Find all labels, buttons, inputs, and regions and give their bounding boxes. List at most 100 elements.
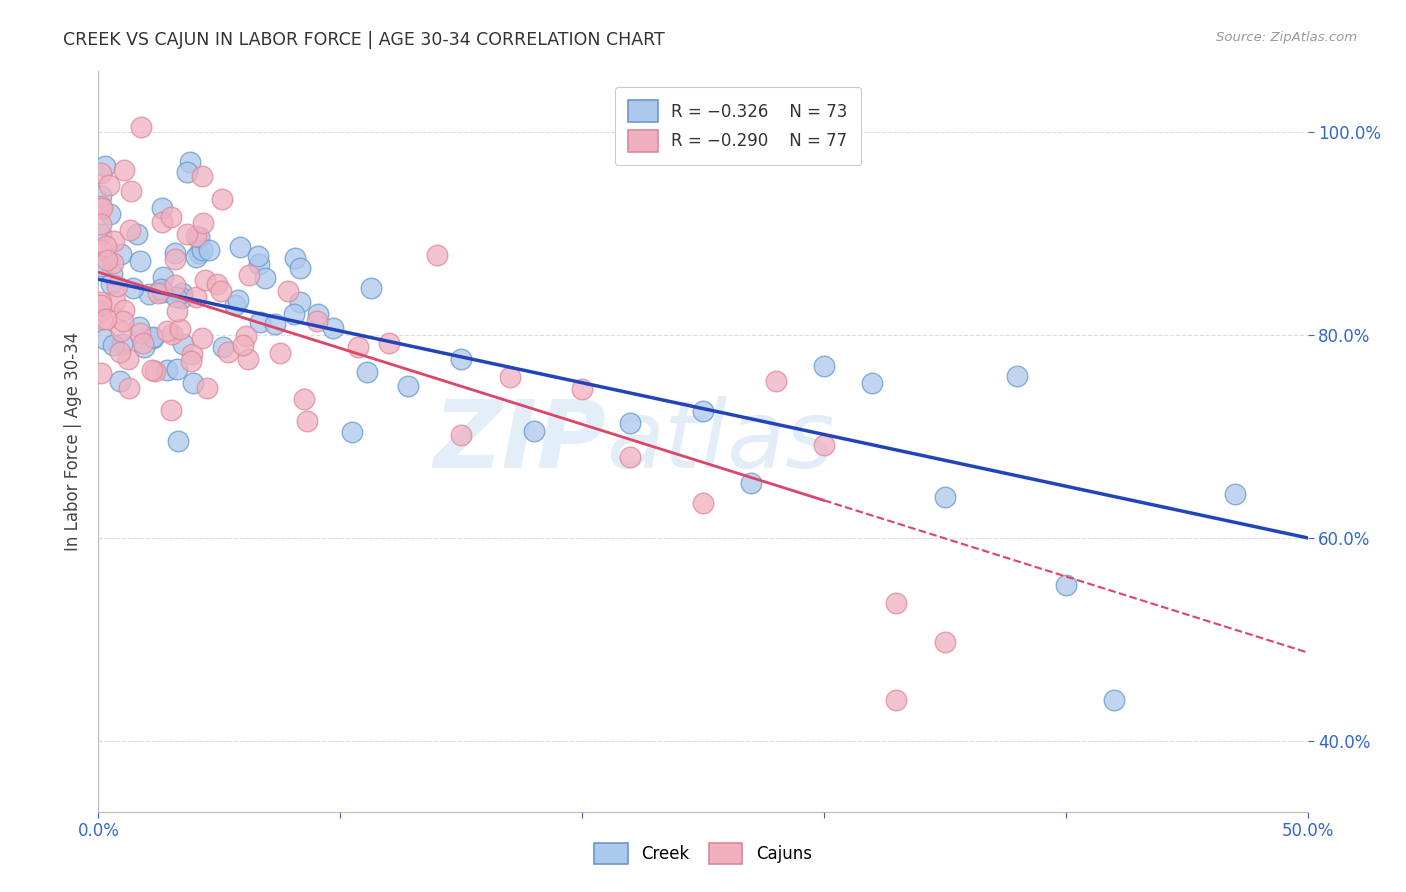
Point [322,320,344,334]
Point [129,120,152,134]
Point [176,165,198,179]
Point [101,256,124,270]
Point [176,227,198,241]
Point [96,239,118,253]
Point [290,294,312,309]
Point [90,243,112,257]
Point [93,159,115,173]
Point [377,336,399,351]
Point [112,163,135,178]
Point [125,227,148,241]
Point [194,273,217,287]
Point [190,243,212,257]
Point [166,434,188,448]
Point [90,189,112,203]
Point [235,329,257,343]
Point [104,294,127,309]
Point [150,215,173,229]
Point [112,314,135,328]
Point [498,370,520,384]
Point [264,318,287,332]
Point [90,298,112,312]
Point [142,331,165,345]
Point [129,326,152,340]
Point [1223,835,1246,849]
Point [1007,369,1029,384]
Point [96,253,118,268]
Point [284,251,307,265]
Point [145,364,167,378]
Point [450,428,472,442]
Point [163,278,186,293]
Point [166,304,188,318]
Point [180,354,202,368]
Point [426,248,449,262]
Point [360,280,382,294]
Point [277,285,299,299]
Point [103,338,125,352]
Point [110,247,132,261]
Point [307,314,329,328]
Point [122,281,145,295]
Point [100,277,122,292]
Point [523,424,546,438]
Point [172,337,194,351]
Point [138,287,160,301]
Point [163,252,186,266]
Point [110,324,132,338]
Point [211,192,233,206]
Point [170,285,193,300]
Point [254,271,277,285]
Text: Source: ZipAtlas.com: Source: ZipAtlas.com [1216,31,1357,45]
Point [347,341,370,355]
Point [191,331,214,345]
Point [98,207,121,221]
Point [571,382,593,396]
Point [152,285,174,299]
Point [813,359,835,373]
Point [886,596,908,610]
Point [108,374,131,388]
Point [290,261,312,276]
Point [146,285,169,300]
Point [813,438,835,452]
Legend: R = −0.326    N = 73, R = −0.290    N = 77: R = −0.326 N = 73, R = −0.290 N = 77 [614,87,860,165]
Point [152,270,174,285]
Point [205,277,228,291]
Point [90,304,112,318]
Point [236,352,259,367]
Point [186,228,208,243]
Point [156,363,179,377]
Point [90,201,112,215]
Y-axis label: In Labor Force | Age 30-34: In Labor Force | Age 30-34 [63,332,82,551]
Point [283,307,305,321]
Point [111,337,134,351]
Point [307,308,329,322]
Point [934,491,956,505]
Point [159,403,181,417]
Point [1223,486,1246,500]
Point [209,285,232,299]
Point [160,326,183,341]
Point [860,376,883,390]
Point [217,345,239,359]
Text: atlas: atlas [606,396,835,487]
Point [1102,693,1125,707]
Point [226,293,249,307]
Point [120,184,142,198]
Point [340,425,363,439]
Point [108,344,131,359]
Point [90,312,112,326]
Point [269,346,291,360]
Point [692,496,714,510]
Point [224,298,246,312]
Point [118,381,141,395]
Point [292,392,315,406]
Point [179,155,201,169]
Point [229,239,252,253]
Point [180,347,202,361]
Point [211,340,233,354]
Point [169,322,191,336]
Point [96,312,118,326]
Point [356,365,378,379]
